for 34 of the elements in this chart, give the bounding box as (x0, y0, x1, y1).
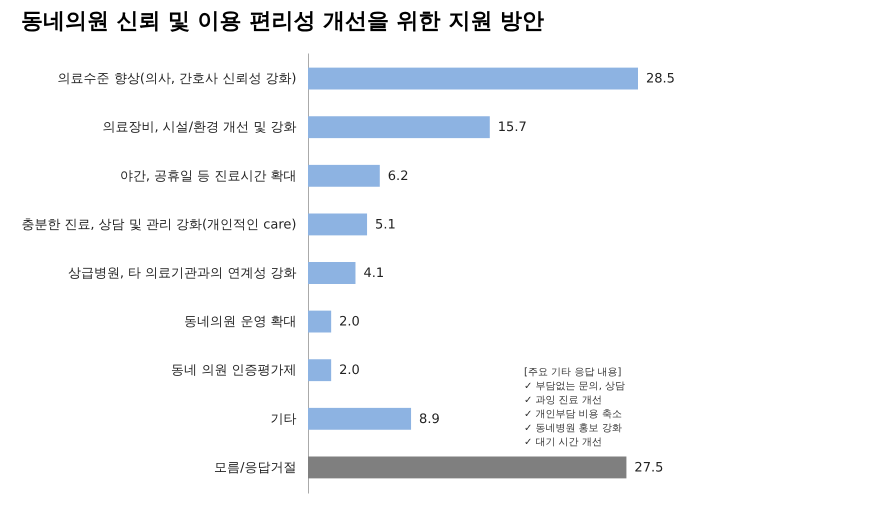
data-label: 15.7 (498, 120, 527, 136)
annotation: ✓ 동네병원 홍보 강화 (524, 423, 622, 434)
y-tick-label: 상급병원, 타 의료기관과의 연계성 강화 (68, 266, 296, 281)
y-tick-label: 동네 의원 인증평가제 (171, 363, 296, 378)
data-label: 27.5 (634, 460, 664, 476)
annotation: ✓ 대기 시간 개선 (524, 437, 602, 448)
y-tick-label: 기타 (270, 412, 296, 427)
bar (308, 68, 638, 90)
data-label: 6.2 (388, 168, 408, 184)
chart-title: 동네의원 신뢰 및 이용 편리성 개선을 위한 지원 방안 (20, 9, 544, 34)
y-tick-label: 모름/응답거절 (214, 460, 296, 476)
bar (308, 116, 490, 138)
bar (308, 359, 332, 382)
bar (308, 262, 356, 284)
annotation: ✓ 부담없는 문의, 상담 (524, 381, 626, 392)
bar (308, 310, 332, 333)
data-label: 2.0 (339, 314, 360, 330)
bar (308, 408, 412, 430)
bar (308, 213, 368, 236)
data-label: 4.1 (363, 266, 384, 281)
bar (308, 456, 626, 478)
y-tick-label: 충분한 진료, 상담 및 관리 강화(개인적인 care) (21, 217, 296, 232)
data-label: 2.0 (339, 363, 360, 378)
y-tick-label: 의료수준 향상(의사, 간호사 신뢰성 강화) (58, 72, 296, 87)
y-tick-label: 동네의원 운영 확대 (184, 314, 296, 330)
y-tick-label: 야간, 공휴일 등 진료시간 확대 (120, 168, 296, 184)
bar (308, 164, 380, 187)
y-tick-label: 의료장비, 시설/환경 개선 및 강화 (102, 120, 296, 136)
annotation: ✓ 개인부담 비용 축소 (524, 409, 622, 420)
data-label: 8.9 (419, 412, 440, 427)
annotation: [주요 기타 응답 내용] (524, 367, 622, 378)
data-label: 28.5 (646, 72, 675, 87)
data-label: 5.1 (375, 217, 396, 232)
annotation: ✓ 과잉 진료 개선 (524, 395, 602, 406)
